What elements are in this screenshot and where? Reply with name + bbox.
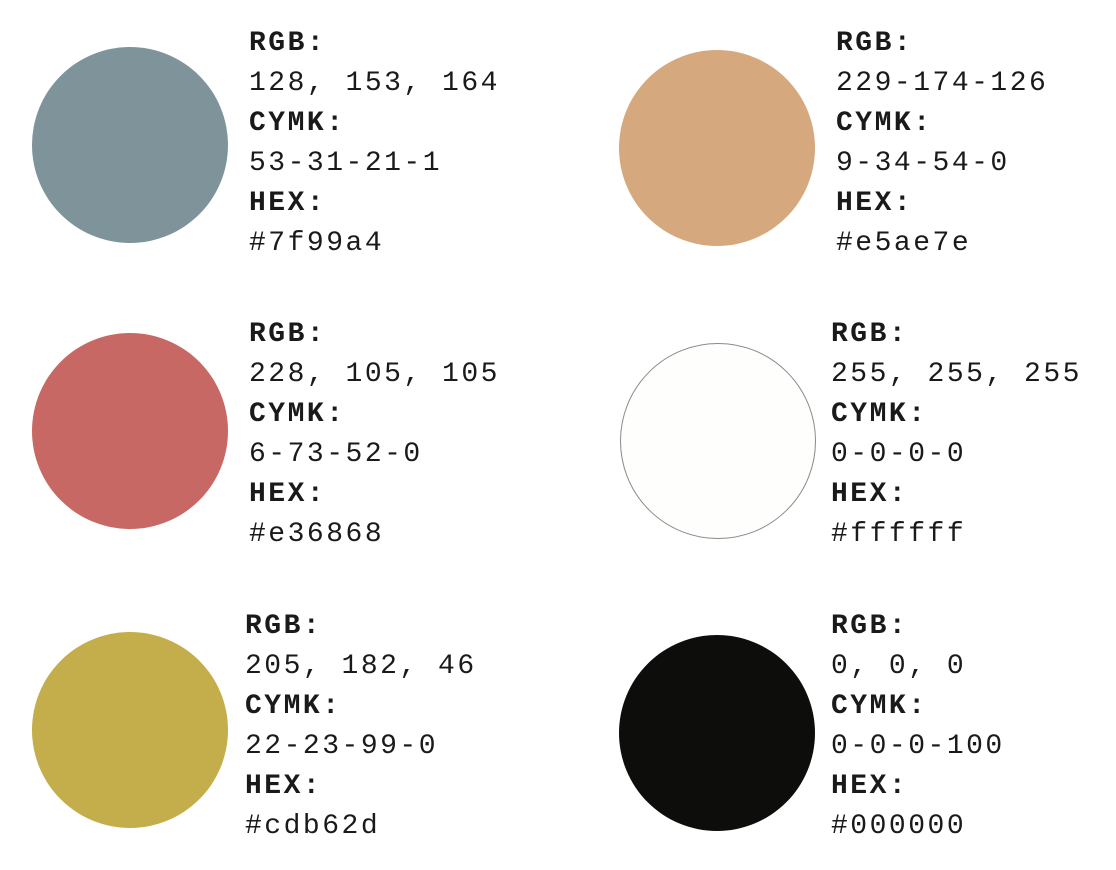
hex-label: HEX: bbox=[831, 771, 909, 802]
color-swatch-circle bbox=[32, 47, 228, 243]
color-swatch-circle bbox=[32, 632, 228, 828]
hex-label: HEX: bbox=[249, 479, 327, 510]
hex-label: HEX: bbox=[831, 479, 909, 510]
hex-value: #e5ae7e bbox=[836, 228, 972, 259]
hex-value: #cdb62d bbox=[245, 811, 381, 842]
rgb-value: 205, 182, 46 bbox=[245, 651, 477, 682]
hex-value: #000000 bbox=[831, 811, 967, 842]
color-swatch-circle bbox=[620, 343, 816, 539]
rgb-value: 228, 105, 105 bbox=[249, 359, 500, 390]
cymk-label: CYMK: bbox=[831, 691, 928, 722]
cymk-value: 0-0-0-100 bbox=[831, 731, 1005, 762]
hex-value: #e36868 bbox=[249, 519, 385, 550]
rgb-value: 229-174-126 bbox=[836, 68, 1049, 99]
cymk-value: 22-23-99-0 bbox=[245, 731, 439, 762]
rgb-label: RGB: bbox=[249, 28, 327, 59]
color-swatch-circle bbox=[619, 635, 815, 831]
color-spec-block: RGB: 228, 105, 105 CYMK: 6-73-52-0 HEX: … bbox=[249, 315, 500, 555]
cymk-label: CYMK: bbox=[836, 108, 933, 139]
cymk-value: 53-31-21-1 bbox=[249, 148, 443, 179]
rgb-label: RGB: bbox=[836, 28, 914, 59]
cymk-label: CYMK: bbox=[831, 399, 928, 430]
rgb-label: RGB: bbox=[831, 319, 909, 350]
color-spec-block: RGB: 0, 0, 0 CYMK: 0-0-0-100 HEX: #00000… bbox=[831, 607, 1005, 847]
color-swatch-circle bbox=[32, 333, 228, 529]
hex-label: HEX: bbox=[245, 771, 323, 802]
hex-label: HEX: bbox=[836, 188, 914, 219]
hex-label: HEX: bbox=[249, 188, 327, 219]
rgb-value: 0, 0, 0 bbox=[831, 651, 967, 682]
rgb-label: RGB: bbox=[249, 319, 327, 350]
cymk-value: 6-73-52-0 bbox=[249, 439, 423, 470]
rgb-label: RGB: bbox=[245, 611, 323, 642]
cymk-label: CYMK: bbox=[249, 108, 346, 139]
hex-value: #ffffff bbox=[831, 519, 967, 550]
rgb-value: 128, 153, 164 bbox=[249, 68, 500, 99]
cymk-value: 0-0-0-0 bbox=[831, 439, 967, 470]
color-spec-block: RGB: 229-174-126 CYMK: 9-34-54-0 HEX: #e… bbox=[836, 24, 1048, 264]
color-spec-block: RGB: 128, 153, 164 CYMK: 53-31-21-1 HEX:… bbox=[249, 24, 500, 264]
cymk-value: 9-34-54-0 bbox=[836, 148, 1010, 179]
color-spec-block: RGB: 205, 182, 46 CYMK: 22-23-99-0 HEX: … bbox=[245, 607, 477, 847]
color-swatch-circle bbox=[619, 50, 815, 246]
rgb-value: 255, 255, 255 bbox=[831, 359, 1082, 390]
cymk-label: CYMK: bbox=[249, 399, 346, 430]
hex-value: #7f99a4 bbox=[249, 228, 385, 259]
color-spec-block: RGB: 255, 255, 255 CYMK: 0-0-0-0 HEX: #f… bbox=[831, 315, 1082, 555]
cymk-label: CYMK: bbox=[245, 691, 342, 722]
rgb-label: RGB: bbox=[831, 611, 909, 642]
